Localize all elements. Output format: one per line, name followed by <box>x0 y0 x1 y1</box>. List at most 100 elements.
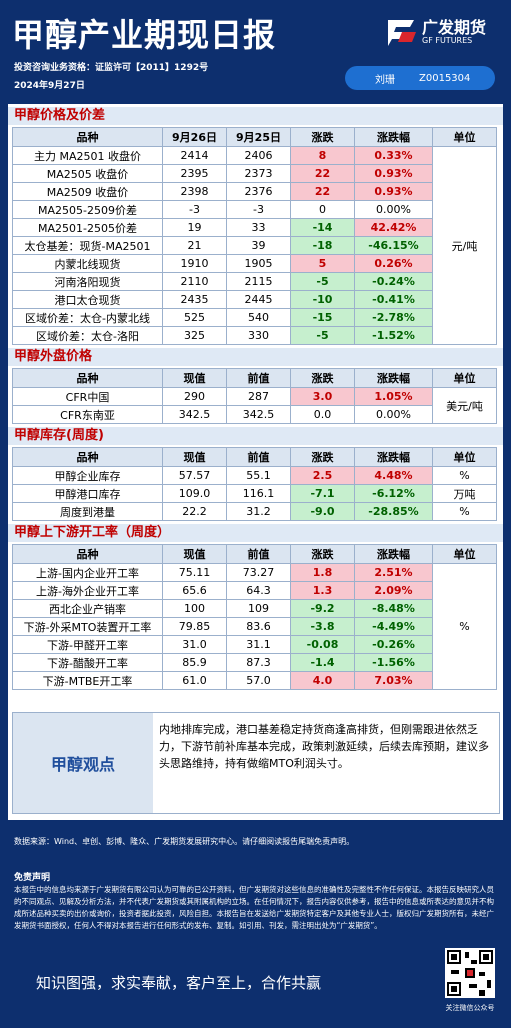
motto: 知识图强，求实奉献，客户至上，合作共赢 <box>36 974 322 992</box>
cell: 57.0 <box>226 671 291 690</box>
header-row: 品种 现值 前值 涨跌 涨跌幅 单位 <box>12 368 497 388</box>
cell: 2395 <box>162 164 227 183</box>
date: 2024年9月27日 <box>14 81 85 91</box>
cell: 31.1 <box>226 635 291 654</box>
cell: -3 <box>162 200 227 219</box>
data-row: 周度到港量 22.2 31.2 -9.0 -28.85%% <box>12 502 497 521</box>
cell: 8 <box>290 146 355 165</box>
cell: 342.5 <box>162 405 227 424</box>
header-row: 品种 现值 前值 涨跌 涨跌幅 单位 <box>12 544 497 564</box>
cell: -46.15% <box>354 236 433 255</box>
section-title: 甲醇上下游开工率（周度） <box>8 524 503 542</box>
cell: 1.3 <box>290 581 355 600</box>
cell: -0.41% <box>354 290 433 309</box>
row-label: MA2501-2505价差 <box>12 218 163 237</box>
row-label: 下游-甲醛开工率 <box>12 635 163 654</box>
data-row: 下游-醋酸开工率 85.9 87.3 -1.4 -1.56% <box>12 653 497 672</box>
license: 投资咨询业务资格：证监许可【2011】1292号 <box>14 63 209 73</box>
column-header: 品种 <box>12 447 163 467</box>
cell: 2110 <box>162 272 227 291</box>
disclaimer-title: 免责声明 <box>14 873 51 883</box>
row-label: 甲醇港口库存 <box>12 484 163 503</box>
data-row: 主力 MA2501 收盘价 2414 2406 8 0.33% 元/吨 <box>12 146 497 345</box>
row-label: CFR中国 <box>12 387 163 406</box>
row-label: 下游-MTBE开工率 <box>12 671 163 690</box>
cell: -5 <box>290 326 355 345</box>
view-box: 甲醇观点 内地排库完成，港口基差稳定持货商逢高排货，但刚需跟进依然乏力，下游节前… <box>12 712 500 814</box>
cell: -0.08 <box>290 635 355 654</box>
cell: 2115 <box>226 272 291 291</box>
cell: 64.3 <box>226 581 291 600</box>
data-table: 品种 现值 前值 涨跌 涨跌幅 单位 CFR中国 290 287 3.0 1.05% 美元/吨 CFR东… <box>12 368 497 424</box>
cell: 7.03% <box>354 671 433 690</box>
cell: 1.05% <box>354 387 433 406</box>
data-row: MA2501-2505价差 19 33 -14 42.42% <box>12 218 497 237</box>
cell: 116.1 <box>226 484 291 503</box>
content-panel: 甲醇价格及价差 品种 9月26日 9月25日 涨跌 涨跌幅 单位 主力 MA2501 收盘价 2… <box>8 104 503 820</box>
cell: 79.85 <box>162 617 227 636</box>
row-label: 内蒙北线现货 <box>12 254 163 273</box>
cell: 83.6 <box>226 617 291 636</box>
row-label: 主力 MA2501 收盘价 <box>12 146 163 165</box>
cell: 55.1 <box>226 466 291 485</box>
data-row: 太仓基差：现货-MA2501 21 39 -18 -46.15% <box>12 236 497 255</box>
cell: 100 <box>162 599 227 618</box>
cell: 287 <box>226 387 291 406</box>
column-header: 9月26日 <box>162 127 227 147</box>
cell: 0.0 <box>290 405 355 424</box>
qr-caption: 关注微信公众号 <box>445 1004 495 1012</box>
cell: 2.5 <box>290 466 355 485</box>
cell: 0.93% <box>354 182 433 201</box>
cell: 2.51% <box>354 563 433 582</box>
row-label: 甲醇企业库存 <box>12 466 163 485</box>
cell: 87.3 <box>226 653 291 672</box>
cell: 5 <box>290 254 355 273</box>
cell: 2414 <box>162 146 227 165</box>
unit-cell: % <box>432 563 497 690</box>
cell: 2398 <box>162 182 227 201</box>
company-en: GF FUTURES <box>422 36 473 45</box>
cell: 57.57 <box>162 466 227 485</box>
column-header: 单位 <box>432 127 497 147</box>
cell: -14 <box>290 218 355 237</box>
row-label: CFR东南亚 <box>12 405 163 424</box>
cell: 85.9 <box>162 653 227 672</box>
column-header: 单位 <box>432 544 497 564</box>
data-table: 品种 9月26日 9月25日 涨跌 涨跌幅 单位 主力 MA2501 收盘价 2414 2406… <box>12 127 497 345</box>
cell: 525 <box>162 308 227 327</box>
cell: 2435 <box>162 290 227 309</box>
row-label: 上游-海外企业开工率 <box>12 581 163 600</box>
row-label: 上游-国内企业开工率 <box>12 563 163 582</box>
cell: -6.12% <box>354 484 433 503</box>
cell: 2406 <box>226 146 291 165</box>
cell: 65.6 <box>162 581 227 600</box>
data-row: 西北企业产销率 100 109 -9.2 -8.48% <box>12 599 497 618</box>
data-row: 下游-外采MTO装置开工率 79.85 83.6 -3.8 -4.49% <box>12 617 497 636</box>
disclaimer-text: 本报告中的信息均来源于广发期货有限公司认为可靠的已公开资料，但广发期货对这些信息… <box>14 885 494 930</box>
data-row: 区域价差：太仓-洛阳 325 330 -5 -1.52% <box>12 326 497 345</box>
cell: 0.00% <box>354 200 433 219</box>
column-header: 涨跌幅 <box>354 127 433 147</box>
cell: -8.48% <box>354 599 433 618</box>
section-title: 甲醇价格及价差 <box>8 107 503 125</box>
cell: -9.0 <box>290 502 355 521</box>
logo: 广发期货 GF FUTURES <box>384 12 504 52</box>
column-header: 前值 <box>226 447 291 467</box>
header-row: 品种 现值 前值 涨跌 涨跌幅 单位 <box>12 447 497 467</box>
cell: 540 <box>226 308 291 327</box>
cell: 万吨 <box>432 484 497 503</box>
column-header: 前值 <box>226 368 291 388</box>
data-row: 上游-国内企业开工率 75.11 73.27 1.8 2.51%% <box>12 563 497 690</box>
unit-cell: 元/吨 <box>432 146 497 345</box>
cell: -3 <box>226 200 291 219</box>
cell: 325 <box>162 326 227 345</box>
row-label: 港口太仓现货 <box>12 290 163 309</box>
column-header: 涨跌 <box>290 544 355 564</box>
cell: 330 <box>226 326 291 345</box>
row-label: 下游-醋酸开工率 <box>12 653 163 672</box>
data-row: CFR东南亚 342.5 342.5 0.0 0.00% <box>12 405 497 424</box>
cell: 22.2 <box>162 502 227 521</box>
cell: 73.27 <box>226 563 291 582</box>
cell: 290 <box>162 387 227 406</box>
logo-icon <box>388 20 416 46</box>
